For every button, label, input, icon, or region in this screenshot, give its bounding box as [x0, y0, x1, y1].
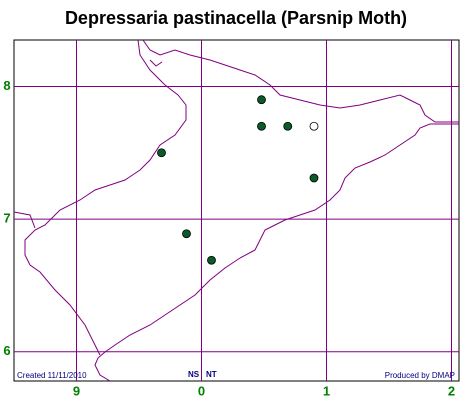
square-label: NS	[188, 370, 200, 379]
record-dot	[207, 255, 216, 265]
x-tick-label: 9	[73, 383, 80, 398]
record-dot	[309, 121, 319, 131]
y-tick-label: 7	[3, 211, 10, 226]
record-dot	[157, 148, 166, 158]
y-tick-label: 8	[3, 78, 10, 93]
coastline	[142, 39, 459, 123]
produced-note: Produced by DMAP	[385, 371, 455, 380]
x-tick-label: 0	[198, 383, 205, 398]
record-dot	[257, 95, 266, 105]
record-dot	[257, 121, 266, 131]
map-area	[13, 39, 460, 382]
x-tick-label: 1	[323, 383, 330, 398]
created-note: Created 11/11/2010	[17, 371, 87, 380]
y-tick-label: 6	[3, 343, 10, 358]
coastline	[94, 123, 459, 382]
coastline	[13, 211, 36, 229]
coastline	[24, 39, 187, 356]
x-tick-label: 2	[448, 383, 455, 398]
record-dot	[309, 173, 319, 183]
record-dot	[182, 229, 191, 239]
coastline	[149, 59, 163, 67]
map-title: Depressaria pastinacella (Parsnip Moth)	[65, 8, 407, 28]
frame	[13, 39, 460, 382]
record-dot	[283, 121, 293, 131]
square-label: NT	[206, 370, 217, 379]
